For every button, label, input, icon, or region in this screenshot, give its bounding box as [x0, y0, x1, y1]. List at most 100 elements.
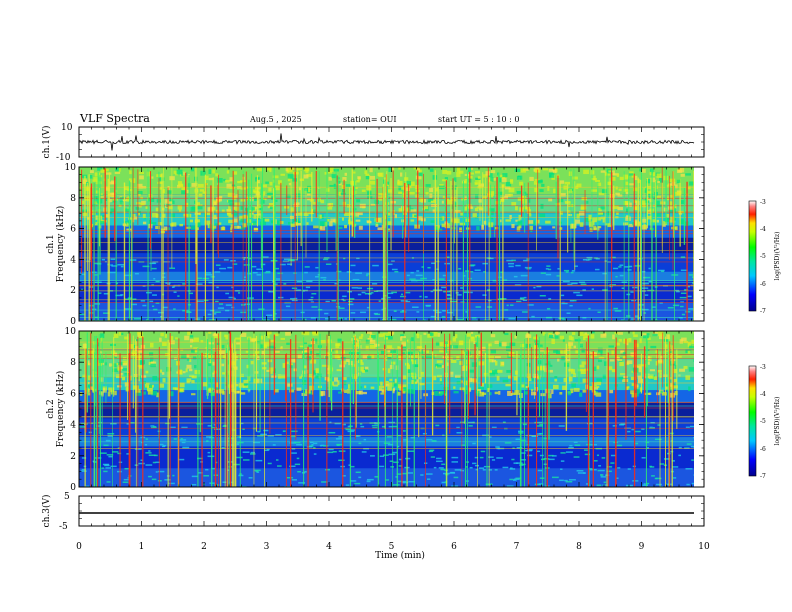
ch1-spectrogram-texture [331, 299, 336, 302]
ch2-spectrogram-texture [618, 332, 623, 335]
ch1-spectrogram-texture [285, 194, 292, 199]
ch1-spectrogram-texture [529, 176, 534, 181]
ch2-spectrogram-texture [672, 385, 678, 389]
ch1-spectrogram-texture [290, 223, 296, 227]
ch2-spectrogram-texture [186, 380, 190, 384]
ch1-spectrogram-texture [534, 187, 538, 193]
ch2-spectrogram-texture [177, 458, 185, 461]
ch2-spectrogram-texture [110, 389, 114, 395]
ch1-spectrogram-texture [502, 173, 508, 177]
ch1-spectrogram-texture [580, 207, 586, 210]
ch2-spectrogram-texture [536, 433, 542, 435]
ch2-spectrogram-texture [641, 428, 645, 430]
ch2-spectrogram-texture [494, 391, 499, 395]
ch2-spectrogram-texture [411, 357, 414, 362]
ch2-spectrogram-texture [155, 461, 160, 464]
ch1-spectrogram-texture [616, 211, 619, 215]
ch2-spectrogram-texture [543, 463, 548, 466]
ch1-spectrogram-texture [438, 228, 443, 232]
ch2-spectrogram-texture [685, 468, 693, 470]
ch2-spectrogram-texture [81, 457, 87, 459]
ch2-spectrogram-texture [495, 446, 500, 448]
ch2-spectrogram-texture [398, 465, 403, 467]
ch1-spectrogram-texture [234, 202, 240, 207]
ch2-spectrogram-texture [117, 452, 122, 455]
ch2-spectrogram-texture [622, 355, 627, 359]
ch2-spectrogram-texture [562, 339, 565, 343]
ch2-spectrogram-texture [669, 353, 673, 358]
ch2-spectrogram-texture [602, 374, 606, 379]
ch2-spectrogram-texture [616, 477, 619, 480]
ch2-spectrogram-texture [332, 451, 337, 453]
ch1-spectrogram-texture [142, 213, 146, 219]
ch1-spectrogram-texture [560, 211, 563, 215]
ch2-spectrogram-texture [414, 379, 417, 382]
figure-title: VLF Spectra [79, 112, 150, 125]
ch1-spectrogram-texture [619, 176, 625, 181]
ch1-spectrogram-texture [381, 308, 385, 311]
ch2-spectrogram-texture [563, 349, 568, 354]
ch1-spectrogram-texture [391, 268, 398, 271]
ch2-spectrogram-texture [174, 387, 179, 391]
ch2-spectrogram-texture [241, 332, 247, 337]
ch1-spectrogram-texture [310, 296, 314, 299]
ch1-spectrogram-texture [435, 188, 438, 192]
ch1-spectrogram-texture [607, 181, 612, 186]
ch1-spectrogram-texture [227, 212, 232, 216]
ch2-spectrogram-texture [107, 391, 111, 397]
ch1-spectrogram-texture [570, 271, 574, 274]
ch2-spectrogram-texture [436, 374, 443, 378]
ch1-spectrogram-texture [226, 208, 231, 212]
ch2-spectrogram-texture [396, 391, 401, 396]
ch1-spectrogram-texture [459, 227, 462, 233]
ch2-spectrogram-texture [568, 479, 576, 481]
ch1-spectrogram-texture [216, 197, 222, 202]
ch1-spectrogram-texture [441, 286, 447, 289]
ch1-spectrogram-texture [120, 265, 124, 268]
ch1-spectrogram-texture [689, 274, 694, 276]
ch1-spectrogram-texture [625, 315, 631, 317]
ch1-spectrogram-texture [394, 270, 399, 273]
ch1-spectrogram-ytick-label: 6 [70, 225, 76, 235]
ch2-spectrogram-texture [356, 352, 361, 355]
ch2-spectrogram-texture [491, 426, 497, 429]
ch2-spectrogram-texture [520, 459, 526, 461]
ch2-spectrogram-texture [674, 391, 678, 396]
ch2-spectrogram-texture [489, 359, 494, 363]
ch2-spectrogram-texture [108, 455, 113, 458]
ch2-spectrogram-texture [654, 438, 662, 441]
ch2-spectrogram-texture [494, 469, 498, 471]
ch2-spectrogram-texture [192, 356, 197, 360]
ch2-spectrogram-texture [345, 428, 351, 431]
ch1-spectrogram-texture [120, 294, 124, 296]
ch2-spectrogram-texture [641, 457, 646, 459]
ch2-spectrogram-texture [693, 446, 694, 448]
ch2-spectrogram-texture [335, 438, 343, 440]
ch1-spectrogram-texture [548, 198, 553, 202]
ch1-spectrogram-texture [354, 186, 358, 190]
ch1-spectrogram-texture [357, 176, 361, 180]
ch2-spectrogram-texture [637, 375, 642, 379]
ch2-spectrogram-texture [186, 358, 190, 361]
ch2-spectrogram-texture [652, 333, 658, 337]
ch1-spectrogram-texture [311, 306, 318, 308]
ch2-spectrogram-texture [277, 374, 281, 379]
ch1-spectrogram-texture [311, 293, 317, 295]
ch1-spectrogram-texture [457, 294, 462, 296]
ch1-spectrogram-texture [200, 170, 206, 176]
ch2-spectrogram-texture [238, 474, 244, 477]
ch1-spectrogram-texture [197, 222, 201, 228]
ch1-spectrogram-texture [290, 207, 294, 212]
ch2-spectrogram-texture [392, 451, 398, 454]
ch2-spectrogram-texture [270, 371, 273, 374]
ch2-spectrogram-texture [294, 441, 301, 444]
ch1-spectrogram-texture [680, 256, 686, 258]
ch1-spectrogram-texture [611, 176, 616, 181]
ch2-spectrogram-texture [275, 459, 279, 461]
ch1-spectrogram-texture [253, 189, 259, 193]
ch1-spectrogram-texture [145, 206, 149, 209]
ch1-spectrogram-texture [608, 170, 612, 173]
ch1-spectrogram-texture [150, 221, 157, 225]
ch2-spectrogram-texture [434, 390, 439, 396]
ch1-spectrogram-texture [204, 220, 211, 225]
